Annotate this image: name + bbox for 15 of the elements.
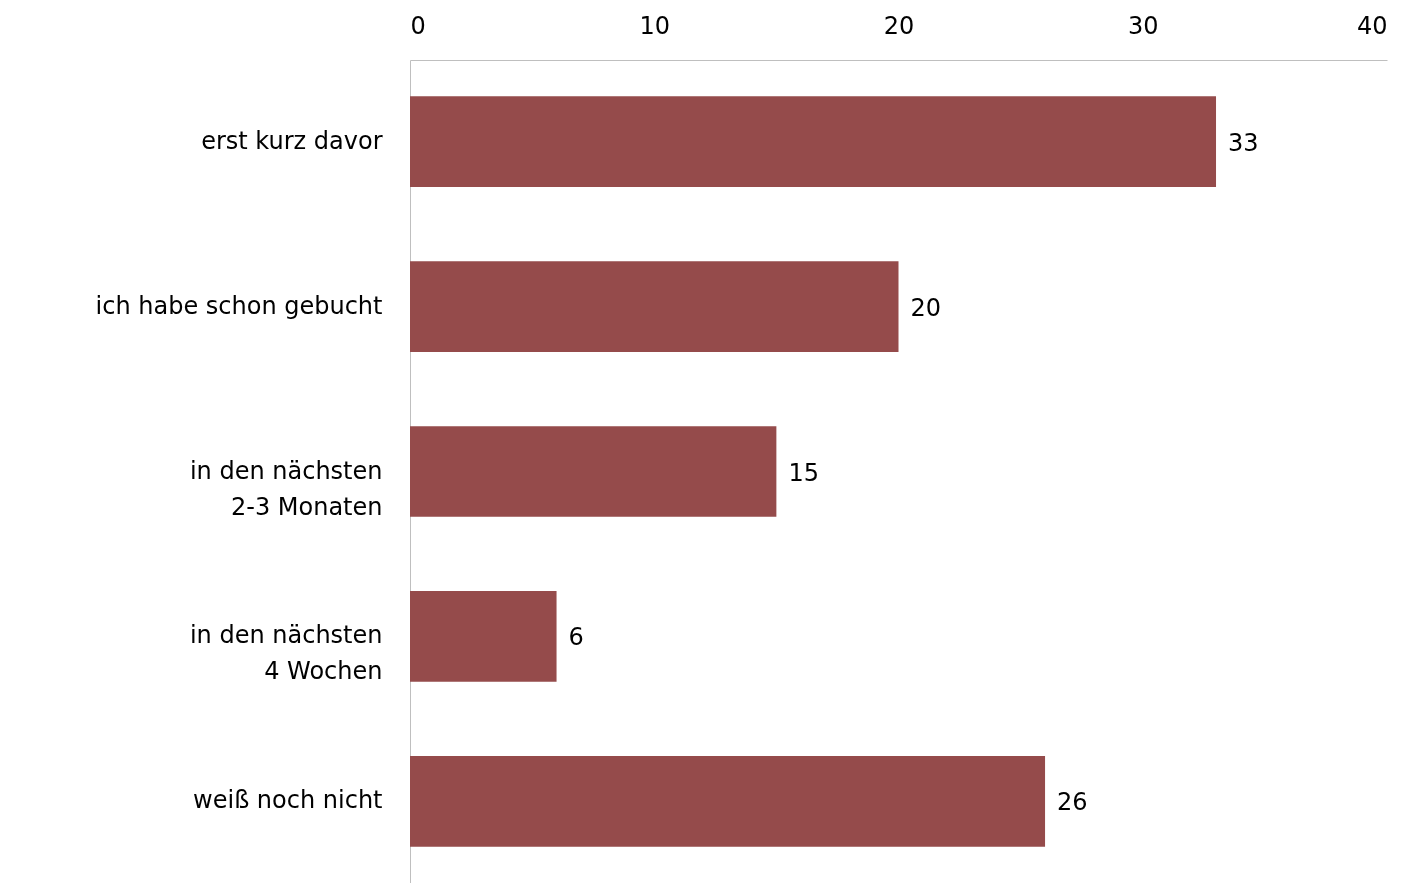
y-tick-label: weiß noch nicht <box>193 786 383 815</box>
x-tick-label: 30 <box>1127 11 1159 40</box>
y-tick-label: in den nächsten 4 Wochen <box>189 621 383 686</box>
y-tick-label: ich habe schon gebucht <box>95 291 383 320</box>
data-label: 26 <box>1057 788 1088 817</box>
x-tick-label: 40 <box>1356 11 1388 40</box>
x-tick-label: 10 <box>639 11 671 40</box>
x-tick-label: 20 <box>883 11 915 40</box>
data-label: 6 <box>568 623 584 652</box>
data-label: 20 <box>910 293 942 322</box>
data-label: 15 <box>788 458 819 487</box>
y-tick-label: erst kurz davor <box>201 126 383 155</box>
x-tick-label: 0 <box>410 11 426 40</box>
data-label: 33 <box>1228 128 1259 157</box>
y-tick-label: in den nächsten 2-3 Monaten <box>189 456 383 521</box>
